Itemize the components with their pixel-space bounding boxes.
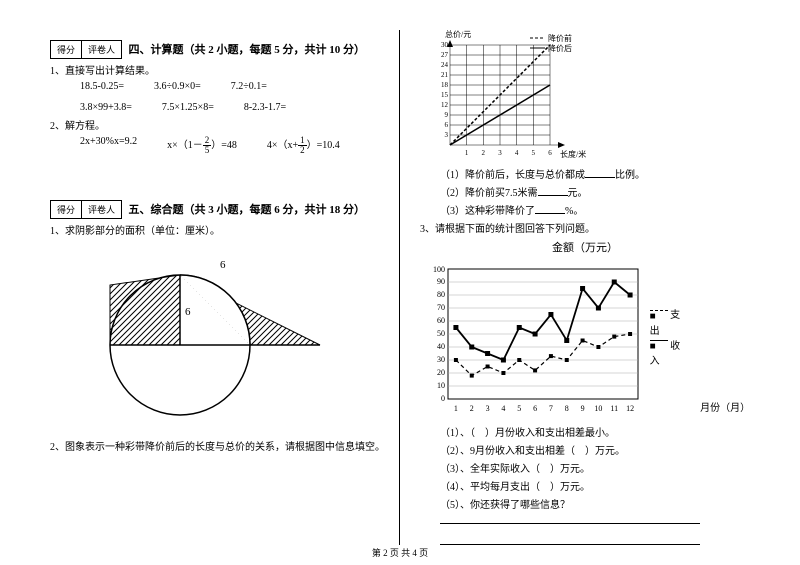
eq1: 2x+30%x=9.2 (80, 136, 137, 155)
chart2-container: 0102030405060708090100 123456789101112 ■… (420, 259, 750, 414)
svg-text:5: 5 (517, 404, 521, 413)
section5-title: 五、综合题（共 3 小题，每题 6 分，共计 18 分） (129, 201, 366, 217)
expr: 3.8×99+3.8= (80, 102, 132, 113)
legend-before: 降价前 (548, 33, 572, 43)
q4-1: 1、直接写出计算结果。 (50, 62, 399, 77)
expense-line (456, 334, 630, 376)
svg-text:6: 6 (445, 121, 449, 129)
right-column: 36912151821242730 123456 总价/元 长度/米 降价前 降… (400, 30, 750, 545)
svg-text:30: 30 (441, 41, 449, 49)
svg-text:20: 20 (437, 368, 445, 377)
svg-text:6: 6 (548, 149, 552, 157)
svg-text:7: 7 (549, 404, 553, 413)
q-c1-c: （3）这种彩带降价了%。 (440, 202, 750, 217)
svg-text:2: 2 (482, 149, 486, 157)
score-box-5: 得分评卷人 (50, 200, 122, 219)
expr: 7.5×1.25×8= (162, 102, 214, 113)
q5-1: 1、求阴影部分的面积（单位：厘米）。 (50, 222, 399, 237)
reviewer-label: 评卷人 (82, 41, 121, 58)
svg-text:6: 6 (533, 404, 537, 413)
chart2-legend: ■ 支出 ■ 收入 (650, 306, 690, 367)
svg-text:12: 12 (626, 404, 634, 413)
expr: 3.6÷0.9×0= (154, 81, 201, 92)
svg-text:21: 21 (441, 71, 449, 79)
svg-text:1: 1 (465, 149, 469, 157)
calc-row-2: 3.8×99+3.8= 7.5×1.25×8= 8-2.3-1.7= (80, 102, 399, 113)
q-c1-b: （2）降价前买7.5米需元。 (440, 184, 750, 199)
page-footer: 第 2 页 共 4 页 (0, 546, 800, 559)
svg-text:1: 1 (454, 404, 458, 413)
chart1-xlabel: 长度/米 (560, 149, 586, 159)
expr: 18.5-0.25= (80, 81, 124, 92)
legend-after: 降价后 (548, 43, 572, 53)
expr: 8-2.3-1.7= (244, 102, 286, 113)
score-box-4: 得分评卷人 (50, 40, 122, 59)
section4-title: 四、计算题（共 2 小题，每题 5 分，共计 10 分） (129, 41, 366, 57)
svg-text:3: 3 (445, 131, 449, 139)
q-c2-c: （3）、全年实际收入（ ）万元。 (440, 460, 750, 475)
svg-text:10: 10 (594, 404, 602, 413)
svg-text:9: 9 (445, 111, 449, 119)
svg-text:50: 50 (437, 329, 445, 338)
q4-2: 2、解方程。 (50, 117, 399, 132)
eq3: 4×（x+12）=10.4 (267, 136, 340, 155)
q-c2-a: （1）、（ ）月份收入和支出相差最小。 (440, 424, 750, 439)
calc-row-1: 18.5-0.25= 3.6÷0.9×0= 7.2÷0.1= (80, 81, 399, 92)
svg-text:11: 11 (610, 404, 618, 413)
fraction: 25 (203, 136, 212, 155)
line-chart: 0102030405060708090100 123456789101112 (420, 259, 650, 414)
svg-text:8: 8 (565, 404, 569, 413)
svg-text:100: 100 (433, 265, 445, 274)
fig-label-top: 6 (220, 259, 226, 271)
svg-text:15: 15 (441, 91, 449, 99)
svg-text:0: 0 (441, 394, 445, 403)
answer-blank (440, 535, 700, 545)
q5-2: 2、图象表示一种彩带降价前后的长度与总价的关系，请根据图中信息填空。 (50, 438, 399, 453)
svg-text:4: 4 (515, 149, 519, 157)
svg-text:12: 12 (441, 101, 449, 109)
geometry-figure: 6 6 (70, 250, 350, 420)
svg-text:60: 60 (437, 316, 445, 325)
price-chart: 36912151821242730 123456 总价/元 长度/米 降价前 降… (420, 30, 600, 160)
expr: 7.2÷0.1= (231, 81, 267, 92)
chart2-title: 金额（万元） (420, 239, 750, 255)
svg-text:27: 27 (441, 51, 449, 59)
svg-text:40: 40 (437, 342, 445, 351)
svg-text:3: 3 (486, 404, 490, 413)
chart1-ylabel: 总价/元 (445, 30, 471, 39)
q-c2-d: （4）、平均每月支出（ ）万元。 (440, 478, 750, 493)
q-c2-e: （5）、你还获得了哪些信息？ (440, 496, 750, 511)
svg-text:2: 2 (470, 404, 474, 413)
fig-label-side: 6 (185, 306, 191, 318)
svg-text:9: 9 (581, 404, 585, 413)
q5-3: 3、请根据下面的统计图回答下列问题。 (420, 220, 750, 235)
svg-text:90: 90 (437, 277, 445, 286)
svg-text:10: 10 (437, 381, 445, 390)
svg-text:5: 5 (532, 149, 536, 157)
svg-text:24: 24 (441, 61, 449, 69)
eq2: x×（1－25）=48 (167, 136, 237, 155)
svg-text:4: 4 (501, 404, 505, 413)
q-c2-b: （2）、9月份收入和支出相差（ ）万元。 (440, 442, 750, 457)
eq-row: 2x+30%x=9.2 x×（1－25）=48 4×（x+12）=10.4 (80, 136, 399, 155)
q-c1-a: （1）降价前后，长度与总价都成比例。 (440, 166, 750, 181)
svg-text:80: 80 (437, 290, 445, 299)
reviewer-label: 评卷人 (82, 201, 121, 218)
svg-text:30: 30 (437, 355, 445, 364)
svg-text:18: 18 (441, 81, 449, 89)
svg-text:70: 70 (437, 303, 445, 312)
chart2-xlabel: 月份（月） (700, 399, 750, 414)
fraction: 12 (298, 136, 307, 155)
score-label: 得分 (51, 201, 82, 218)
answer-blank (440, 514, 700, 524)
left-column: 得分评卷人 四、计算题（共 2 小题，每题 5 分，共计 10 分） 1、直接写… (50, 30, 400, 545)
svg-text:3: 3 (498, 149, 502, 157)
chart1-container: 36912151821242730 123456 总价/元 长度/米 降价前 降… (420, 30, 750, 163)
score-label: 得分 (51, 41, 82, 58)
